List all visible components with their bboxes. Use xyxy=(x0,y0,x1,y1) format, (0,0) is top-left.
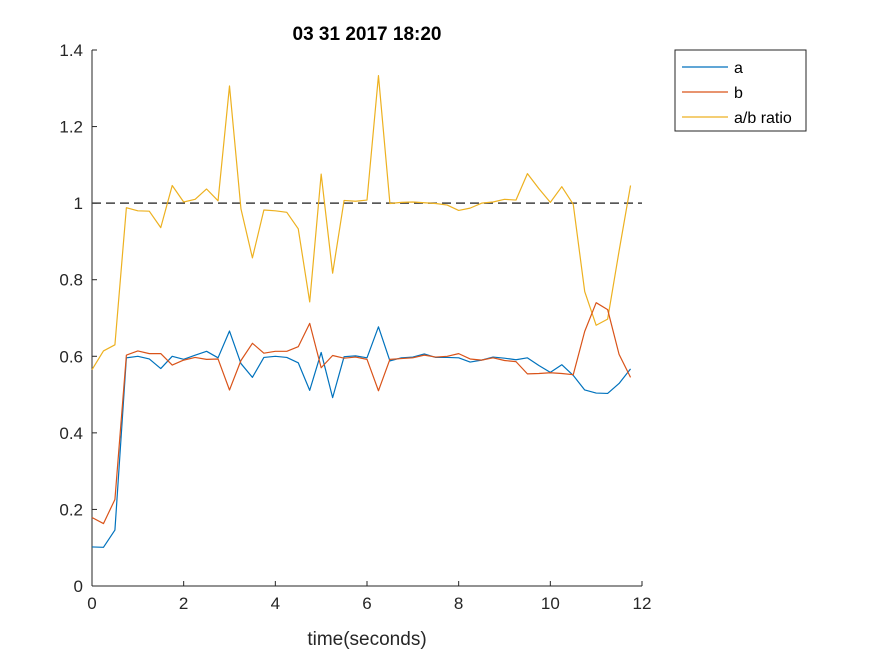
legend-label-a: a xyxy=(734,60,743,77)
x-tick-label: 8 xyxy=(454,594,463,613)
y-tick-label: 1 xyxy=(74,194,83,213)
x-tick-label: 10 xyxy=(541,594,560,613)
series-b-line xyxy=(91,302,632,525)
chart-title: 03 31 2017 18:20 xyxy=(293,24,442,45)
legend: ab a/b ratio xyxy=(674,49,807,132)
series-a-b-ratio-line xyxy=(91,75,632,371)
x-tick-label: 12 xyxy=(633,594,652,613)
y-tick-label: 0 xyxy=(74,577,83,596)
y-tick-label: 0.4 xyxy=(59,424,83,443)
plot-area: 0 2 4 6 8 10 12 0 0.2 0.4 0.6 0.8 1 1.2 1.4 xyxy=(59,41,651,613)
x-tick-label: 2 xyxy=(179,594,188,613)
x-tick-label: 4 xyxy=(271,594,280,613)
legend-label-a-b-ratio: a/b ratio xyxy=(734,110,792,127)
x-tick-label: 6 xyxy=(362,594,371,613)
y-tick-label: 0.2 xyxy=(59,500,83,519)
series-a-line xyxy=(91,326,632,548)
x-axis-label: time(seconds) xyxy=(307,629,426,650)
y-tick-label: 1.2 xyxy=(59,118,83,137)
y-tick-label: 0.8 xyxy=(59,271,83,290)
plot-background xyxy=(92,50,642,586)
legend-label-b: b xyxy=(734,85,743,102)
y-tick-label: 0.6 xyxy=(59,347,83,366)
y-tick-label: 1.4 xyxy=(59,41,83,60)
x-tick-label: 0 xyxy=(87,594,96,613)
